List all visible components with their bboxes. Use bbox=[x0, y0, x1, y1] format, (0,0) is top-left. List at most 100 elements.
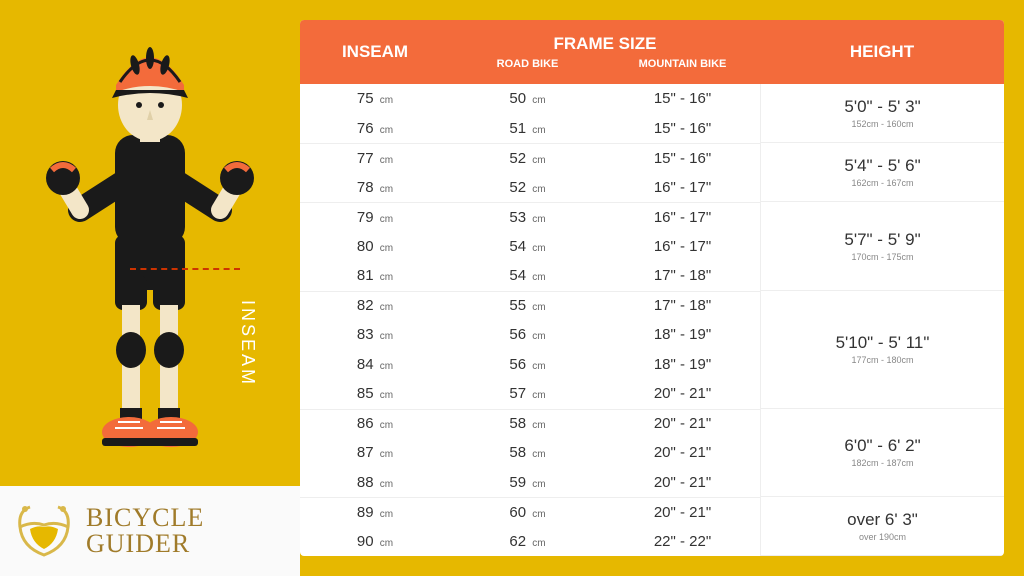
height-main: 5'0" - 5' 3" bbox=[844, 97, 920, 117]
height-group: 5'10" - 5' 11" 177cm - 180cm bbox=[761, 291, 1004, 409]
cell-inseam: 81 cm bbox=[300, 267, 450, 284]
height-sub: 170cm - 175cm bbox=[851, 252, 913, 262]
height-sub: 152cm - 160cm bbox=[851, 119, 913, 129]
cell-mountain: 18" - 19" bbox=[605, 356, 760, 373]
header-mountain: MOUNTAIN BIKE bbox=[605, 58, 760, 70]
logo-line2: GUIDER bbox=[86, 531, 204, 557]
cell-mountain: 15" - 16" bbox=[605, 90, 760, 107]
cell-road: 56 cm bbox=[450, 326, 605, 343]
cyclist-illustration bbox=[40, 20, 260, 460]
cell-mountain: 16" - 17" bbox=[605, 179, 760, 196]
height-main: over 6' 3" bbox=[847, 510, 918, 530]
cell-inseam: 80 cm bbox=[300, 238, 450, 255]
cell-mountain: 18" - 19" bbox=[605, 326, 760, 343]
height-sub: 162cm - 167cm bbox=[851, 178, 913, 188]
cell-road: 59 cm bbox=[450, 474, 605, 491]
height-group: over 6' 3" over 190cm bbox=[761, 497, 1004, 556]
table-row: 75 cm50 cm15" - 16" bbox=[300, 84, 760, 114]
height-main: 5'4" - 5' 6" bbox=[844, 156, 920, 176]
header-inseam: INSEAM bbox=[300, 42, 450, 62]
cell-inseam: 88 cm bbox=[300, 474, 450, 491]
table-body: 75 cm50 cm15" - 16"76 cm51 cm15" - 16"77… bbox=[300, 84, 1004, 556]
cell-mountain: 20" - 21" bbox=[605, 474, 760, 491]
cell-mountain: 22" - 22" bbox=[605, 533, 760, 550]
height-main: 5'10" - 5' 11" bbox=[836, 333, 930, 353]
size-table: INSEAM FRAME SIZE ROAD BIKE MOUNTAIN BIK… bbox=[300, 20, 1004, 556]
height-sub: 182cm - 187cm bbox=[851, 458, 913, 468]
table-row: 76 cm51 cm15" - 16" bbox=[300, 114, 760, 144]
height-group: 5'0" - 5' 3" 152cm - 160cm bbox=[761, 84, 1004, 143]
table-row: 81 cm54 cm17" - 18" bbox=[300, 261, 760, 291]
cell-road: 58 cm bbox=[450, 415, 605, 432]
cell-mountain: 20" - 21" bbox=[605, 504, 760, 521]
cell-mountain: 20" - 21" bbox=[605, 385, 760, 402]
cell-inseam: 83 cm bbox=[300, 326, 450, 343]
cell-road: 54 cm bbox=[450, 238, 605, 255]
cell-inseam: 89 cm bbox=[300, 504, 450, 521]
header-road: ROAD BIKE bbox=[450, 58, 605, 70]
logo-icon bbox=[12, 499, 76, 563]
table-row: 77 cm52 cm15" - 16" bbox=[300, 143, 760, 173]
cell-road: 53 cm bbox=[450, 209, 605, 226]
table-row: 80 cm54 cm16" - 17" bbox=[300, 232, 760, 262]
logo-line1: BICYCLE bbox=[86, 505, 204, 531]
cell-road: 52 cm bbox=[450, 150, 605, 167]
cell-road: 57 cm bbox=[450, 385, 605, 402]
table-row: 90 cm62 cm22" - 22" bbox=[300, 527, 760, 557]
cell-inseam: 77 cm bbox=[300, 150, 450, 167]
cell-road: 55 cm bbox=[450, 297, 605, 314]
header-frame-title: FRAME SIZE bbox=[450, 34, 760, 54]
table-row: 88 cm59 cm20" - 21" bbox=[300, 468, 760, 498]
cell-road: 50 cm bbox=[450, 90, 605, 107]
cell-inseam: 78 cm bbox=[300, 179, 450, 196]
table-row: 89 cm60 cm20" - 21" bbox=[300, 497, 760, 527]
height-sub: 177cm - 180cm bbox=[851, 355, 913, 365]
table-row: 79 cm53 cm16" - 17" bbox=[300, 202, 760, 232]
cell-mountain: 17" - 18" bbox=[605, 297, 760, 314]
cell-road: 51 cm bbox=[450, 120, 605, 137]
logo-text: BICYCLE GUIDER bbox=[86, 505, 204, 557]
cell-road: 60 cm bbox=[450, 504, 605, 521]
cell-inseam: 85 cm bbox=[300, 385, 450, 402]
table-row: 83 cm56 cm18" - 19" bbox=[300, 320, 760, 350]
header-height: HEIGHT bbox=[760, 42, 1004, 62]
cell-road: 54 cm bbox=[450, 267, 605, 284]
inseam-indicator-line bbox=[130, 268, 240, 270]
cell-mountain: 16" - 17" bbox=[605, 209, 760, 226]
table-row: 87 cm58 cm20" - 21" bbox=[300, 438, 760, 468]
cell-road: 62 cm bbox=[450, 533, 605, 550]
cell-inseam: 75 cm bbox=[300, 90, 450, 107]
cell-mountain: 20" - 21" bbox=[605, 415, 760, 432]
cell-road: 58 cm bbox=[450, 444, 605, 461]
height-group: 5'4" - 5' 6" 162cm - 167cm bbox=[761, 143, 1004, 202]
table-row: 82 cm55 cm17" - 18" bbox=[300, 291, 760, 321]
cell-mountain: 15" - 16" bbox=[605, 150, 760, 167]
cell-road: 56 cm bbox=[450, 356, 605, 373]
height-group: 5'7" - 5' 9" 170cm - 175cm bbox=[761, 202, 1004, 291]
cell-road: 52 cm bbox=[450, 179, 605, 196]
height-main: 5'7" - 5' 9" bbox=[844, 230, 920, 250]
cell-inseam: 82 cm bbox=[300, 297, 450, 314]
cell-inseam: 84 cm bbox=[300, 356, 450, 373]
cell-inseam: 90 cm bbox=[300, 533, 450, 550]
cell-inseam: 79 cm bbox=[300, 209, 450, 226]
inseam-label: INSEAM bbox=[237, 300, 258, 387]
table-row: 86 cm58 cm20" - 21" bbox=[300, 409, 760, 439]
table-header: INSEAM FRAME SIZE ROAD BIKE MOUNTAIN BIK… bbox=[300, 20, 1004, 84]
character-panel bbox=[20, 20, 280, 470]
cell-mountain: 16" - 17" bbox=[605, 238, 760, 255]
cell-inseam: 76 cm bbox=[300, 120, 450, 137]
table-row: 85 cm57 cm20" - 21" bbox=[300, 379, 760, 409]
height-main: 6'0" - 6' 2" bbox=[844, 436, 920, 456]
header-frame: FRAME SIZE ROAD BIKE MOUNTAIN BIKE bbox=[450, 34, 760, 70]
logo-bar: BICYCLE GUIDER bbox=[0, 486, 300, 576]
cell-inseam: 87 cm bbox=[300, 444, 450, 461]
table-row: 78 cm52 cm16" - 17" bbox=[300, 173, 760, 203]
table-row: 84 cm56 cm18" - 19" bbox=[300, 350, 760, 380]
cell-inseam: 86 cm bbox=[300, 415, 450, 432]
cell-mountain: 17" - 18" bbox=[605, 267, 760, 284]
height-sub: over 190cm bbox=[859, 532, 906, 542]
cell-mountain: 20" - 21" bbox=[605, 444, 760, 461]
cell-mountain: 15" - 16" bbox=[605, 120, 760, 137]
height-group: 6'0" - 6' 2" 182cm - 187cm bbox=[761, 409, 1004, 498]
